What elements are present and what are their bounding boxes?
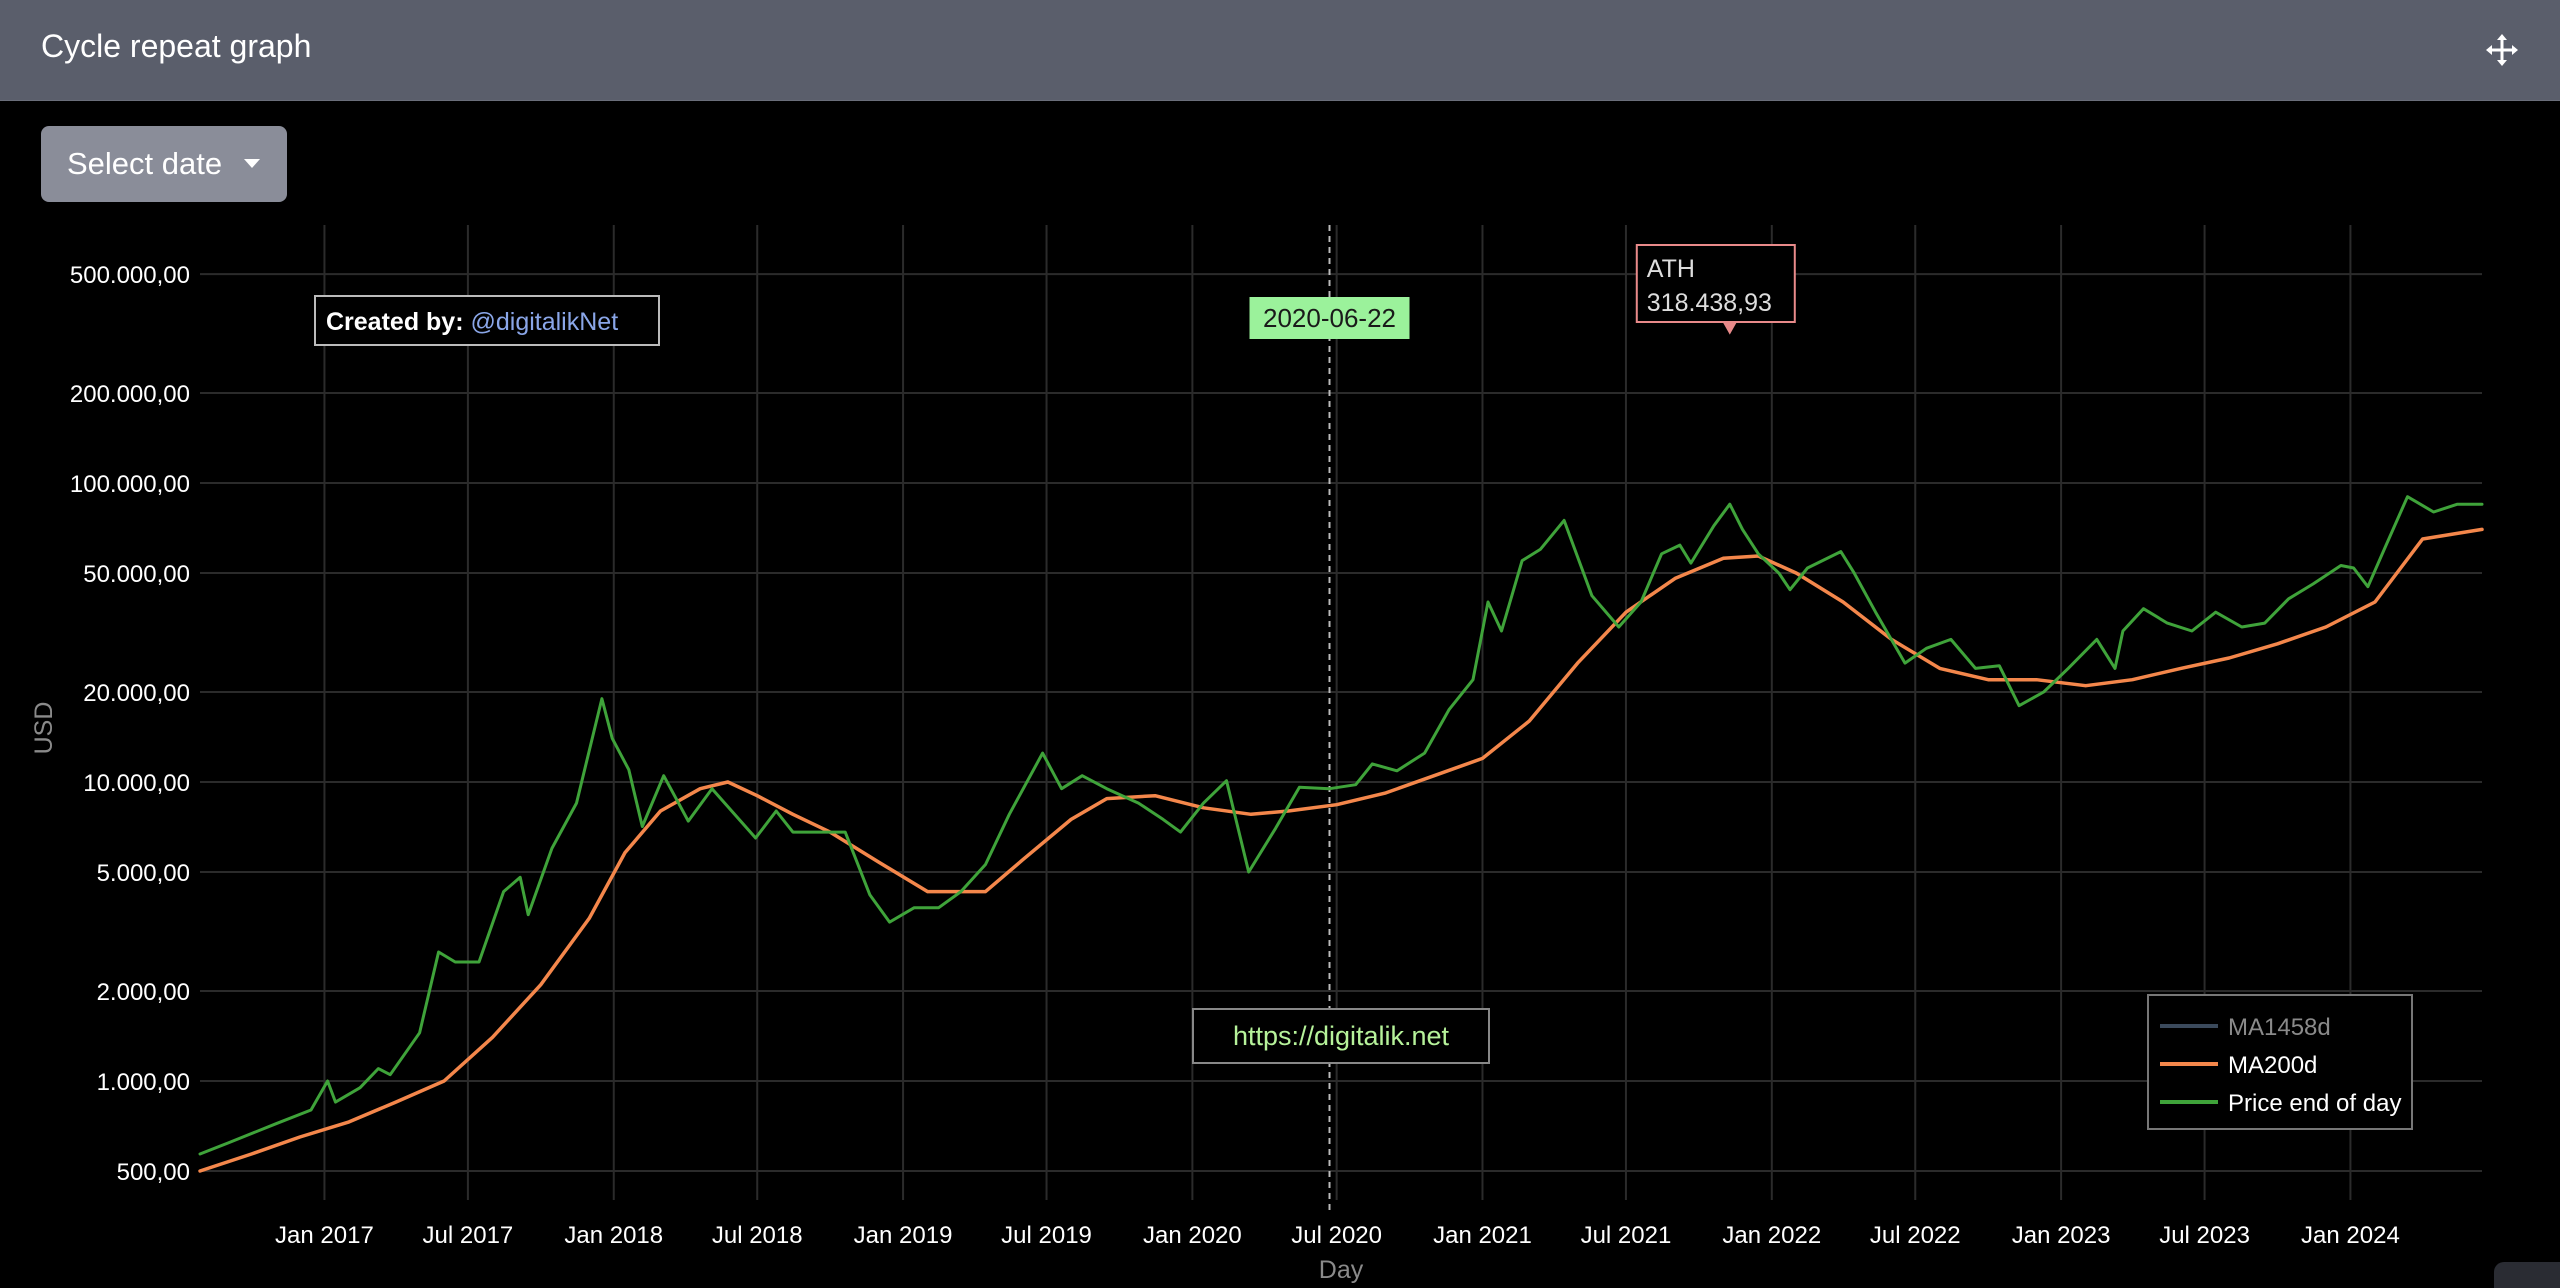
y-tick-label: 5.000,00 bbox=[97, 860, 190, 887]
y-tick-label: 20.000,00 bbox=[83, 680, 190, 707]
select-date-label: Select date bbox=[67, 146, 223, 181]
ma200d-line bbox=[198, 527, 2484, 1173]
selected-date-label: 2020-06-22 bbox=[1263, 303, 1396, 333]
x-tick-label: Jan 2024 bbox=[2301, 1222, 2400, 1249]
x-tick-label: Jul 2023 bbox=[2159, 1222, 2250, 1249]
select-date-button[interactable]: Select date bbox=[41, 126, 287, 202]
ath-label-box bbox=[1635, 244, 1796, 323]
y-tick-label: 200.000,00 bbox=[70, 381, 190, 408]
cycle-chart[interactable]: 500,00 1.000,00 2.000,00 5.000,00 10.000,00 2… bbox=[0, 210, 2560, 1288]
x-tick-label: Jul 2019 bbox=[1001, 1222, 1092, 1249]
selected-date-label-box bbox=[1249, 297, 1410, 339]
y-tick-label: 2.000,00 bbox=[97, 979, 190, 1006]
x-tick-label: Jan 2022 bbox=[1722, 1222, 1821, 1249]
ath-label-title: ATH bbox=[1647, 255, 1695, 283]
panel-title: Cycle repeat graph bbox=[41, 28, 312, 64]
y-tick-label: 500,00 bbox=[117, 1159, 190, 1186]
created-by-box bbox=[314, 295, 660, 346]
x-tick-label: Jul 2022 bbox=[1870, 1222, 1961, 1249]
created-by-link[interactable]: @digitalikNet bbox=[470, 308, 618, 336]
x-tick-label: Jan 2017 bbox=[275, 1222, 374, 1249]
legend-item-label: MA1458d bbox=[2228, 1014, 2331, 1041]
created-by-label: Created by: bbox=[326, 308, 470, 336]
x-tick-label: Jan 2023 bbox=[2012, 1222, 2111, 1249]
move-arrows-icon[interactable] bbox=[2486, 34, 2518, 66]
x-axis-title: Day bbox=[1319, 1256, 1364, 1284]
legend-item-label: Price end of day bbox=[2228, 1090, 2401, 1117]
legend-item-label: MA200d bbox=[2228, 1052, 2317, 1079]
created-by-text: Created by: @digitalikNet bbox=[326, 308, 618, 336]
price-line bbox=[198, 495, 2484, 1156]
x-tick-label: Jul 2017 bbox=[423, 1222, 514, 1249]
url-box bbox=[1192, 1008, 1490, 1064]
y-tick-label: 500.000,00 bbox=[70, 262, 190, 289]
y-tick-label: 100.000,00 bbox=[70, 471, 190, 498]
y-tick-label: 50.000,00 bbox=[83, 561, 190, 588]
x-tick-label: Jan 2019 bbox=[854, 1222, 953, 1249]
y-tick-label: 10.000,00 bbox=[83, 770, 190, 797]
x-tick-label: Jan 2021 bbox=[1433, 1222, 1532, 1249]
x-tick-label: Jan 2020 bbox=[1143, 1222, 1242, 1249]
y-tick-label: 1.000,00 bbox=[97, 1069, 190, 1096]
panel-header: Cycle repeat graph bbox=[0, 0, 2560, 101]
y-axis-title: USD bbox=[30, 702, 58, 755]
url-label: https://digitalik.net bbox=[1233, 1021, 1450, 1051]
caret-down-icon bbox=[244, 159, 260, 168]
x-tick-label: Jul 2021 bbox=[1581, 1222, 1672, 1249]
x-tick-label: Jul 2018 bbox=[712, 1222, 803, 1249]
x-tick-label: Jul 2020 bbox=[1291, 1222, 1382, 1249]
ath-label-value: 318.438,93 bbox=[1647, 289, 1772, 317]
resize-handle[interactable] bbox=[2494, 1262, 2560, 1288]
x-tick-label: Jan 2018 bbox=[564, 1222, 663, 1249]
